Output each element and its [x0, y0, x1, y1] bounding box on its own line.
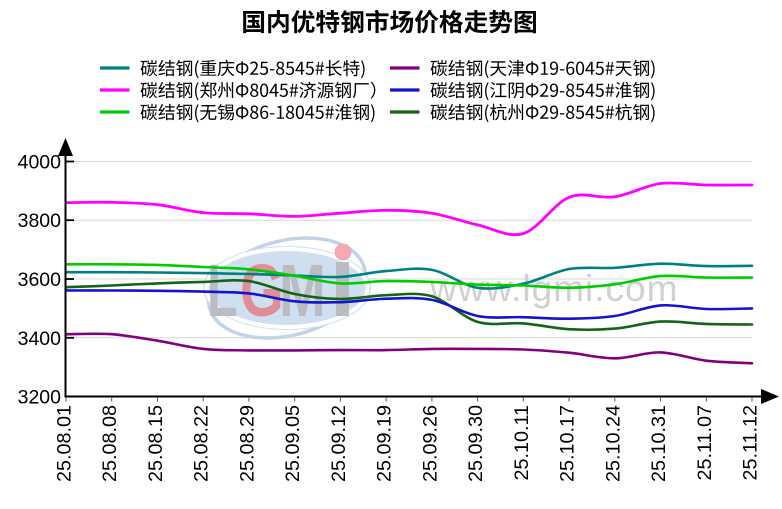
- svg-text:4000: 4000: [18, 152, 62, 174]
- svg-text:25.08.08: 25.08.08: [99, 405, 121, 482]
- svg-text:25.11.12: 25.11.12: [740, 405, 762, 481]
- svg-text:25.10.31: 25.10.31: [648, 405, 670, 482]
- svg-text:25.09.30: 25.09.30: [465, 405, 487, 482]
- svg-text:25.10.17: 25.10.17: [557, 405, 579, 482]
- svg-text:25.08.22: 25.08.22: [191, 405, 213, 482]
- svg-text:3600: 3600: [18, 269, 62, 291]
- svg-text:25.09.19: 25.09.19: [374, 405, 396, 482]
- svg-text:25.09.26: 25.09.26: [419, 405, 441, 482]
- svg-text:25.08.29: 25.08.29: [236, 405, 258, 482]
- svg-text:25.10.11: 25.10.11: [511, 405, 533, 481]
- svg-text:25.08.15: 25.08.15: [145, 405, 167, 482]
- svg-text:25.08.01: 25.08.01: [54, 405, 76, 482]
- svg-text:G: G: [240, 250, 284, 332]
- svg-text:25.09.12: 25.09.12: [328, 405, 350, 482]
- svg-text:3800: 3800: [18, 210, 62, 232]
- svg-text:25.09.05: 25.09.05: [282, 405, 304, 482]
- svg-text:M: M: [279, 250, 326, 332]
- svg-text:25.11.07: 25.11.07: [694, 405, 716, 481]
- svg-text:25.10.24: 25.10.24: [602, 405, 624, 482]
- svg-text:3400: 3400: [18, 328, 62, 350]
- svg-text:3200: 3200: [18, 387, 62, 409]
